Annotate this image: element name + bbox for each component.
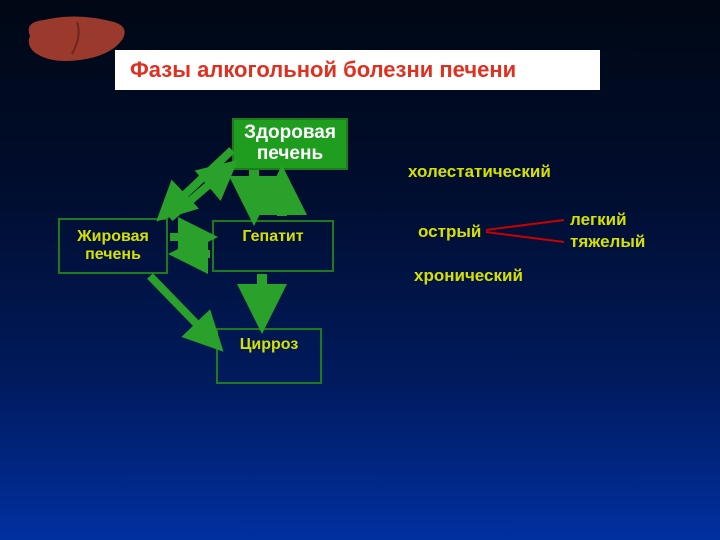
node-label: Цирроз <box>240 336 299 354</box>
label-acute: острый <box>418 222 481 242</box>
node-label: Здоровая печень <box>244 123 336 165</box>
label-severe: тяжелый <box>570 232 645 252</box>
page-title: Фазы алкогольной болезни печени <box>130 57 516 83</box>
node-cirrhosis: Цирроз <box>216 328 322 384</box>
label-mild: легкий <box>570 210 627 230</box>
node-label: Гепатит <box>242 228 303 246</box>
label-cholestatic: холестатический <box>408 162 551 182</box>
node-fatty-liver: Жировая печень <box>58 218 168 274</box>
node-healthy-liver: Здоровая печень <box>232 118 348 170</box>
label-chronic: хронический <box>414 266 523 286</box>
node-hepatitis: Гепатит <box>212 220 334 272</box>
title-bar: Фазы алкогольной болезни печени <box>115 50 600 90</box>
node-label: Жировая печень <box>77 228 149 265</box>
